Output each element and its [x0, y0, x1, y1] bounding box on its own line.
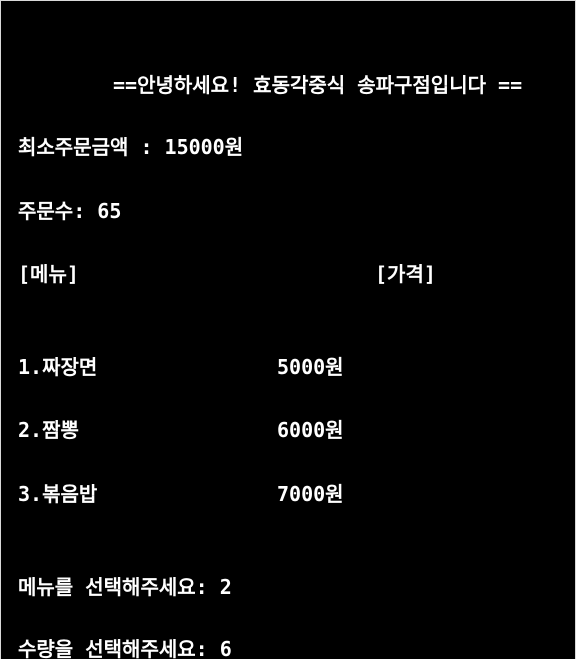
greeting-text: ==안녕하세요! 효동각중식 송파구점입니다 ==: [113, 73, 523, 97]
menu-column-header: [메뉴]: [18, 262, 79, 286]
select-menu-prompt: 메뉴를 선택해주세요: 2: [18, 575, 232, 599]
select-quantity-prompt: 수량을 선택해주세요: 6: [18, 637, 232, 659]
price-column-header: [가격]: [375, 262, 436, 286]
menu-item-name: 2.짬뽕: [18, 418, 79, 442]
menu-item-price: 5000원: [277, 355, 344, 379]
menu-item-name: 1.짜장면: [18, 355, 98, 379]
min-order-text: 최소주문금액 : 15000원: [18, 135, 244, 159]
menu-item-name: 3.볶음밥: [18, 482, 98, 506]
menu-item-price: 7000원: [277, 482, 344, 506]
order-count-text: 주문수: 65: [18, 199, 122, 223]
menu-item-price: 6000원: [277, 418, 344, 442]
